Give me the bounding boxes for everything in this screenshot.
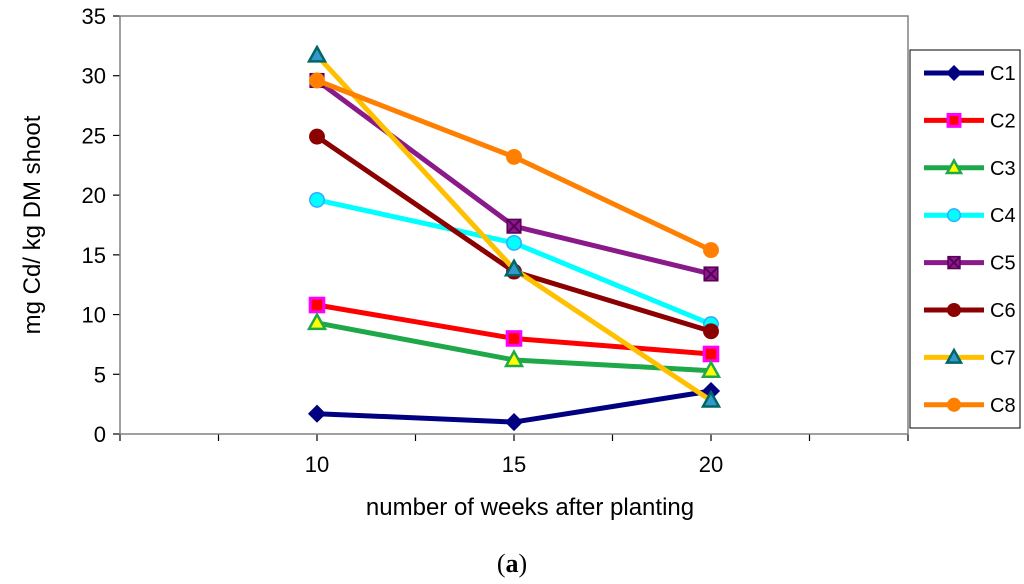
legend-item-c2: C2 [924,110,1016,132]
legend-label: C7 [990,347,1016,369]
y-tick-label: 30 [82,64,106,89]
legend-marker-c6 [946,302,962,318]
y-tick-label: 20 [82,183,106,208]
data-point-c1 [307,404,327,423]
legend-label: C8 [990,395,1016,417]
x-tick-label: 10 [305,452,329,477]
data-point-c7 [306,44,328,63]
legend-label: C5 [990,253,1016,275]
y-axis-title: mg Cd/ kg DM shoot [19,115,46,334]
legend-label: C1 [990,63,1016,85]
legend-marker-c4 [946,208,962,223]
x-tick-label: 20 [699,452,723,477]
data-point-c4 [309,191,325,208]
caption-letter: a [506,549,519,578]
legend-label: C3 [990,158,1016,180]
data-point-c4 [506,234,522,251]
series-c7 [306,44,722,408]
data-point-c3 [700,359,722,378]
legend-marker-c1 [945,64,963,82]
data-point-c8 [703,242,719,259]
y-tick-label: 25 [82,123,106,148]
legend-item-c3: C3 [924,158,1016,180]
data-point-c3 [503,348,525,368]
legend-label: C4 [990,205,1016,227]
legend-marker-c2 [946,112,962,128]
legend-label: C6 [990,300,1016,322]
figure-caption: (a) [497,549,527,578]
data-point-c2 [702,345,720,363]
data-point-c1 [504,412,524,432]
data-point-c2 [308,296,326,314]
legend-item-c4: C4 [924,205,1016,227]
legend-item-c6: C6 [924,300,1016,322]
legend: C1 C2 C3 C4 C5 C6 C7 C8 [924,63,1016,417]
y-tick-label: 35 [82,4,106,29]
legend-marker-c8 [946,397,962,412]
legend-box [909,49,1021,429]
y-tick-label: 10 [82,303,106,328]
series-layer [306,44,722,432]
legend-item-c5: C5 [924,253,1016,275]
data-point-c2 [505,330,523,347]
legend-item-c1: C1 [924,63,1016,85]
data-point-c5 [703,266,719,282]
data-point-c7 [503,258,525,277]
data-point-c7 [700,389,722,408]
series-c2 [308,296,720,363]
series-c1 [307,381,721,432]
data-point-c6 [309,128,325,145]
legend-item-c8: C8 [924,395,1016,417]
data-point-c6 [703,323,719,340]
legend-item-c7: C7 [924,347,1016,369]
legend-marker-c7 [944,347,964,364]
y-tick-label: 5 [94,362,106,387]
data-point-c8 [506,148,522,165]
legend-marker-c3 [944,157,964,175]
data-point-c3 [306,311,328,331]
data-point-c5 [506,218,522,234]
series-c8 [309,72,719,259]
y-tick-label: 0 [94,422,106,447]
legend-marker-c5 [947,255,961,270]
y-tick-label: 15 [82,243,106,268]
y-axis-ticks: 0 5 10 15 20 25 30 35 [82,4,120,447]
x-tick-label: 15 [502,452,526,477]
legend-label: C2 [990,110,1016,132]
x-axis-ticks: 10 15 20 [119,434,909,477]
series-c3 [306,311,722,378]
plot-area-border [119,15,909,435]
x-axis-title: number of weeks after planting [366,494,694,521]
data-point-c8 [309,72,325,89]
